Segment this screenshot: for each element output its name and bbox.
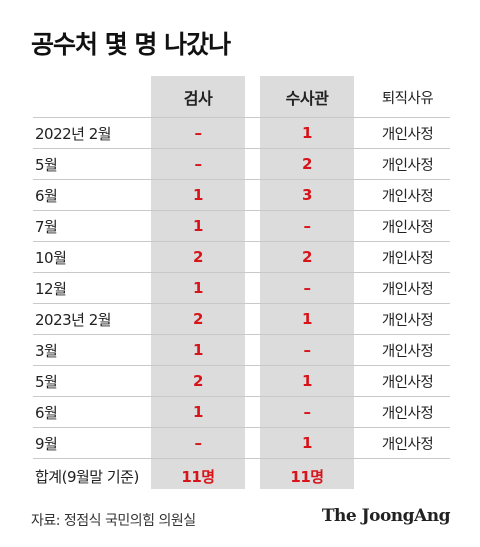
row-investigator-count: 2 bbox=[302, 248, 312, 266]
row-prosecutor-count: 2 bbox=[193, 310, 203, 328]
row-investigator-count: – bbox=[303, 403, 312, 421]
row-period: 5월 bbox=[35, 372, 58, 391]
row-reason: 개인사정 bbox=[381, 188, 434, 205]
header-investigator: 수사관 bbox=[285, 89, 329, 108]
row-period: 2022년 2월 bbox=[35, 124, 112, 143]
row-prosecutor-count: – bbox=[194, 155, 203, 173]
brand-logo: The JoongAng bbox=[321, 506, 451, 526]
total-investigator: 11명 bbox=[290, 467, 324, 486]
row-reason: 개인사정 bbox=[381, 374, 434, 391]
table-row: 5월 2 1 개인사정 bbox=[33, 366, 450, 397]
row-investigator-count: 1 bbox=[302, 124, 312, 142]
row-reason: 개인사정 bbox=[381, 405, 434, 422]
row-prosecutor-count: 2 bbox=[193, 372, 203, 390]
row-prosecutor-count: – bbox=[194, 124, 203, 142]
header-reason: 퇴직사유 bbox=[381, 90, 434, 107]
row-reason: 개인사정 bbox=[381, 312, 434, 329]
row-investigator-count: – bbox=[303, 217, 312, 235]
row-investigator-count: – bbox=[303, 279, 312, 297]
row-reason: 개인사정 bbox=[381, 436, 434, 453]
table-row: 5월 – 2 개인사정 bbox=[33, 149, 450, 180]
row-prosecutor-count: 1 bbox=[193, 403, 203, 421]
page-title: 공수처 몇 명 나갔나 bbox=[31, 30, 231, 59]
row-period: 10월 bbox=[35, 248, 67, 267]
total-row: 합계(9월말 기준) 11명 11명 bbox=[33, 459, 450, 493]
table-row: 6월 1 3 개인사정 bbox=[33, 180, 450, 211]
table-row: 10월 2 2 개인사정 bbox=[33, 242, 450, 273]
row-prosecutor-count: 1 bbox=[193, 279, 203, 297]
row-prosecutor-count: 2 bbox=[193, 248, 203, 266]
source-note: 자료: 정점식 국민의힘 의원실 bbox=[31, 513, 196, 529]
row-investigator-count: – bbox=[303, 341, 312, 359]
prosecutor-column-background bbox=[151, 76, 245, 489]
row-period: 9월 bbox=[35, 434, 58, 453]
row-reason: 개인사정 bbox=[381, 250, 434, 267]
row-prosecutor-count: – bbox=[194, 434, 203, 452]
row-reason: 개인사정 bbox=[381, 126, 434, 143]
table-row: 6월 1 – 개인사정 bbox=[33, 397, 450, 428]
row-prosecutor-count: 1 bbox=[193, 341, 203, 359]
table-row: 7월 1 – 개인사정 bbox=[33, 211, 450, 242]
row-period: 5월 bbox=[35, 155, 58, 174]
row-reason: 개인사정 bbox=[381, 157, 434, 174]
row-prosecutor-count: 1 bbox=[193, 217, 203, 235]
row-period: 6월 bbox=[35, 186, 58, 205]
row-reason: 개인사정 bbox=[381, 281, 434, 298]
table-row: 2023년 2월 2 1 개인사정 bbox=[33, 304, 450, 335]
row-period: 7월 bbox=[35, 217, 58, 236]
header-prosecutor: 검사 bbox=[183, 89, 213, 108]
table-row: 12월 1 – 개인사정 bbox=[33, 273, 450, 304]
row-period: 3월 bbox=[35, 341, 58, 360]
row-prosecutor-count: 1 bbox=[193, 186, 203, 204]
row-period: 2023년 2월 bbox=[35, 310, 112, 329]
total-prosecutor: 11명 bbox=[181, 467, 215, 486]
row-investigator-count: 3 bbox=[302, 186, 312, 204]
table-row: 2022년 2월 – 1 개인사정 bbox=[33, 118, 450, 149]
row-investigator-count: 2 bbox=[302, 155, 312, 173]
row-investigator-count: 1 bbox=[302, 310, 312, 328]
investigator-column-background bbox=[260, 76, 354, 489]
row-investigator-count: 1 bbox=[302, 372, 312, 390]
row-reason: 개인사정 bbox=[381, 219, 434, 236]
table-row: 3월 1 – 개인사정 bbox=[33, 335, 450, 366]
row-reason: 개인사정 bbox=[381, 343, 434, 360]
total-label: 합계(9월말 기준) bbox=[35, 467, 139, 486]
table-row: 9월 – 1 개인사정 bbox=[33, 428, 450, 459]
resignation-table: 검사 수사관 퇴직사유 2022년 2월 – 1 개인사정 5월 – 2 개인사… bbox=[33, 76, 450, 493]
row-investigator-count: 1 bbox=[302, 434, 312, 452]
table-header-row: 검사 수사관 퇴직사유 bbox=[33, 76, 450, 118]
row-period: 6월 bbox=[35, 403, 58, 422]
row-period: 12월 bbox=[35, 279, 67, 298]
